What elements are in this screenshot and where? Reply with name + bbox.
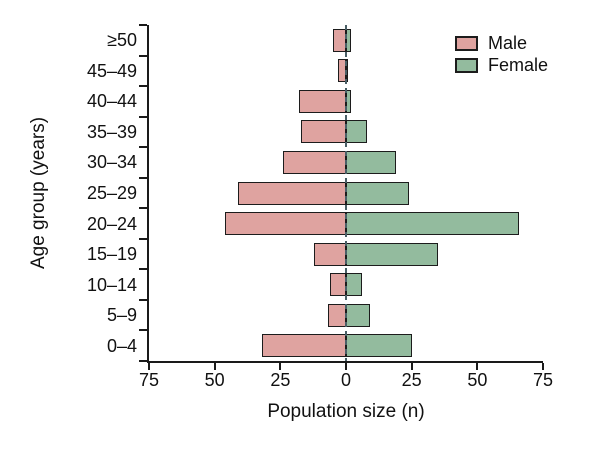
bar-female-0-4 xyxy=(346,334,412,358)
x-axis-line xyxy=(147,361,543,363)
legend-item-female: Female xyxy=(455,56,548,74)
bar-male-35-39 xyxy=(301,120,346,144)
y-category-label-ge-50: ≥50 xyxy=(107,30,137,51)
bar-male-40-44 xyxy=(298,89,346,113)
x-axis-tick xyxy=(279,363,282,370)
x-axis-tick xyxy=(148,363,150,370)
y-axis-tick xyxy=(139,237,147,240)
male-swatch xyxy=(455,35,478,51)
x-axis-tick xyxy=(542,363,544,370)
y-category-label-5-9: 5–9 xyxy=(106,305,137,326)
y-axis-tick xyxy=(139,298,147,301)
bar-female-5-9 xyxy=(346,303,370,327)
y-axis-tick xyxy=(139,329,147,332)
y-axis-tick xyxy=(139,115,147,118)
x-tick-label-25-4: 25 xyxy=(401,370,422,390)
y-category-label-40-44: 40–44 xyxy=(86,91,137,112)
y-category-label-45-49: 45–49 xyxy=(86,60,137,81)
bar-male-15-19 xyxy=(314,242,346,266)
bar-male-5-9 xyxy=(327,303,346,327)
y-category-label-35-39: 35–39 xyxy=(86,121,137,142)
y-category-label-10-14: 10–14 xyxy=(86,274,137,295)
x-axis-tick xyxy=(410,363,413,370)
y-axis-tick xyxy=(139,146,147,149)
y-category-label-25-29: 25–29 xyxy=(86,183,137,203)
bar-male-30-34 xyxy=(282,150,346,174)
x-axis-tick xyxy=(476,363,479,370)
legend-item-male: Male xyxy=(455,34,548,52)
bar-female-30-34 xyxy=(346,150,396,174)
bar-female-15-19 xyxy=(346,242,438,266)
plot-area xyxy=(139,24,544,370)
bar-male-25-29 xyxy=(238,181,346,205)
bar-male-10-14 xyxy=(330,273,346,297)
bar-male-0-4 xyxy=(261,334,346,358)
female-swatch xyxy=(455,57,478,73)
legend: Male Female xyxy=(455,34,548,78)
x-axis-title: Population size (n) xyxy=(267,401,425,422)
x-axis-tick xyxy=(345,363,347,370)
bar-female-20-24 xyxy=(346,212,520,236)
y-category-label-15-19: 15–19 xyxy=(86,244,137,265)
y-axis-tick xyxy=(139,268,147,271)
y-axis-tick xyxy=(139,207,147,210)
y-axis-line xyxy=(147,25,149,363)
y-axis-tick xyxy=(139,85,147,88)
zero-dashed-line xyxy=(345,25,347,361)
y-category-label-0-4: 0–4 xyxy=(106,335,137,356)
y-axis-tick xyxy=(139,176,147,179)
x-tick-label-50-5: 50 xyxy=(467,370,488,390)
x-tick-label-75-6: 75 xyxy=(532,370,554,390)
x-tick-label-0-3: 0 xyxy=(340,370,351,390)
bar-female-25-29 xyxy=(346,181,410,205)
bar-female-35-39 xyxy=(346,120,367,144)
legend-label-female: Female xyxy=(488,55,549,75)
y-axis-tick xyxy=(139,360,147,362)
x-tick-label-25-2: 25 xyxy=(270,370,291,390)
legend-label-male: Male xyxy=(488,33,528,53)
y-category-label-20-24: 20–24 xyxy=(86,213,137,234)
x-tick-label-50-1: 50 xyxy=(204,370,225,390)
y-axis-tick xyxy=(139,54,147,57)
x-axis-tick xyxy=(213,363,216,370)
y-category-label-30-34: 30–34 xyxy=(86,152,137,173)
bar-female-10-14 xyxy=(346,273,362,297)
y-axis-tick xyxy=(139,24,147,26)
x-tick-label-75-0: 75 xyxy=(138,370,160,390)
bar-male-20-24 xyxy=(225,212,346,236)
